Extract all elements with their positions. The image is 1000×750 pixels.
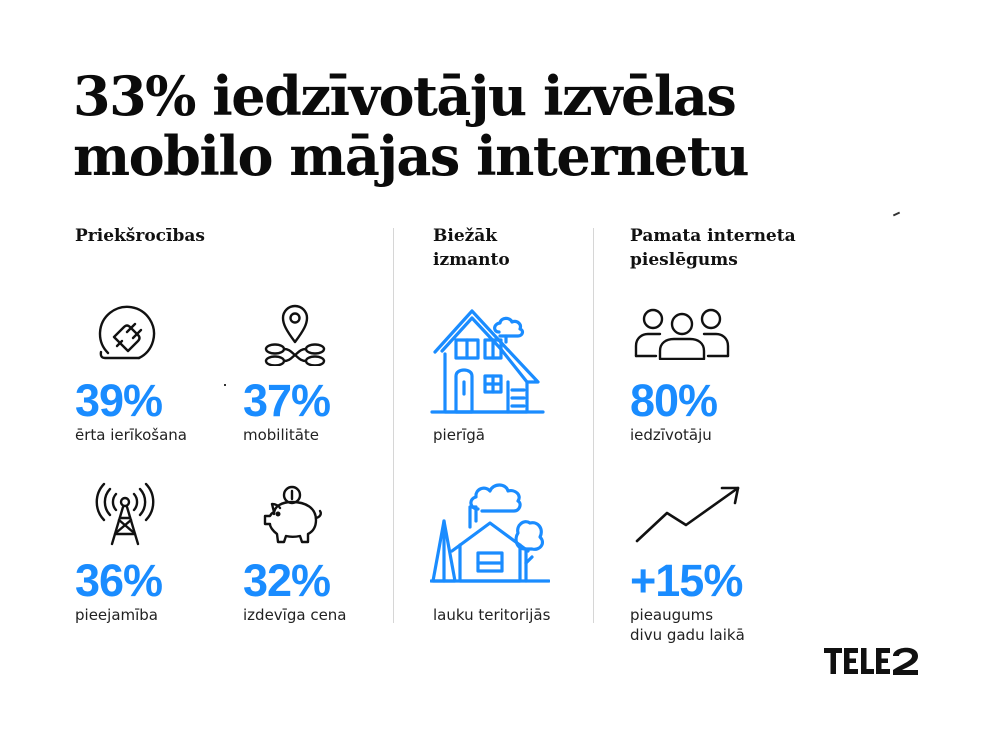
most-used-heading-line-1: Biežāk: [433, 226, 498, 246]
house-icon: [430, 302, 545, 417]
most-used-heading-line-2: izmanto: [433, 250, 510, 270]
people-icon: [634, 306, 730, 360]
plug-icon: [95, 305, 157, 363]
stat-label-line-1: pieaugums: [630, 606, 714, 624]
stat-value: 39%: [75, 375, 163, 426]
stat-value: +15%: [630, 555, 743, 606]
column-divider: [593, 228, 594, 623]
advantages-heading: Priekšrocības: [75, 224, 205, 248]
basic-connection-heading-line-1: Pamata interneta: [630, 226, 796, 246]
stat-value: 80%: [630, 375, 718, 426]
title-line-1: 33% iedzīvotāju izvēlas: [73, 64, 737, 128]
page-title: 33% iedzīvotāju izvēlas mobilo mājas int…: [73, 64, 749, 188]
stat-label-line-2: divu gadu laikā: [630, 626, 745, 644]
stat-label: pieaugums divu gadu laikā: [630, 605, 745, 645]
stat-label: mobilitāte: [243, 426, 319, 444]
basic-connection-heading: Pamata interneta pieslēgums: [630, 224, 796, 272]
advantages-heading-text: Priekšrocības: [75, 226, 205, 246]
decorative-mark: [892, 211, 901, 217]
stat-label: pieejamība: [75, 606, 158, 624]
piggy-bank-icon: [262, 484, 328, 546]
tele2-logo: [822, 642, 932, 682]
trend-up-icon: [634, 483, 744, 545]
antenna-tower-icon: [92, 482, 158, 546]
basic-connection-heading-line-2: pieslēgums: [630, 250, 738, 270]
title-line-2: mobilo mājas internetu: [73, 124, 749, 188]
stat-label: ērta ierīkošana: [75, 426, 188, 444]
location-pin-icon: [262, 302, 328, 366]
most-used-heading: Biežāk izmanto: [433, 224, 510, 272]
stat-label: iedzīvotāju: [630, 426, 712, 444]
stat-value: 37%: [243, 375, 331, 426]
stat-label: izdevīga cena: [243, 606, 347, 624]
stat-label: lauku teritorijās: [433, 606, 551, 624]
column-divider: [393, 228, 394, 623]
decorative-mark: [224, 384, 226, 386]
stat-value: 32%: [243, 555, 331, 606]
country-house-icon: [430, 481, 550, 591]
stat-label: pierīgā: [433, 426, 485, 444]
stat-value: 36%: [75, 555, 163, 606]
